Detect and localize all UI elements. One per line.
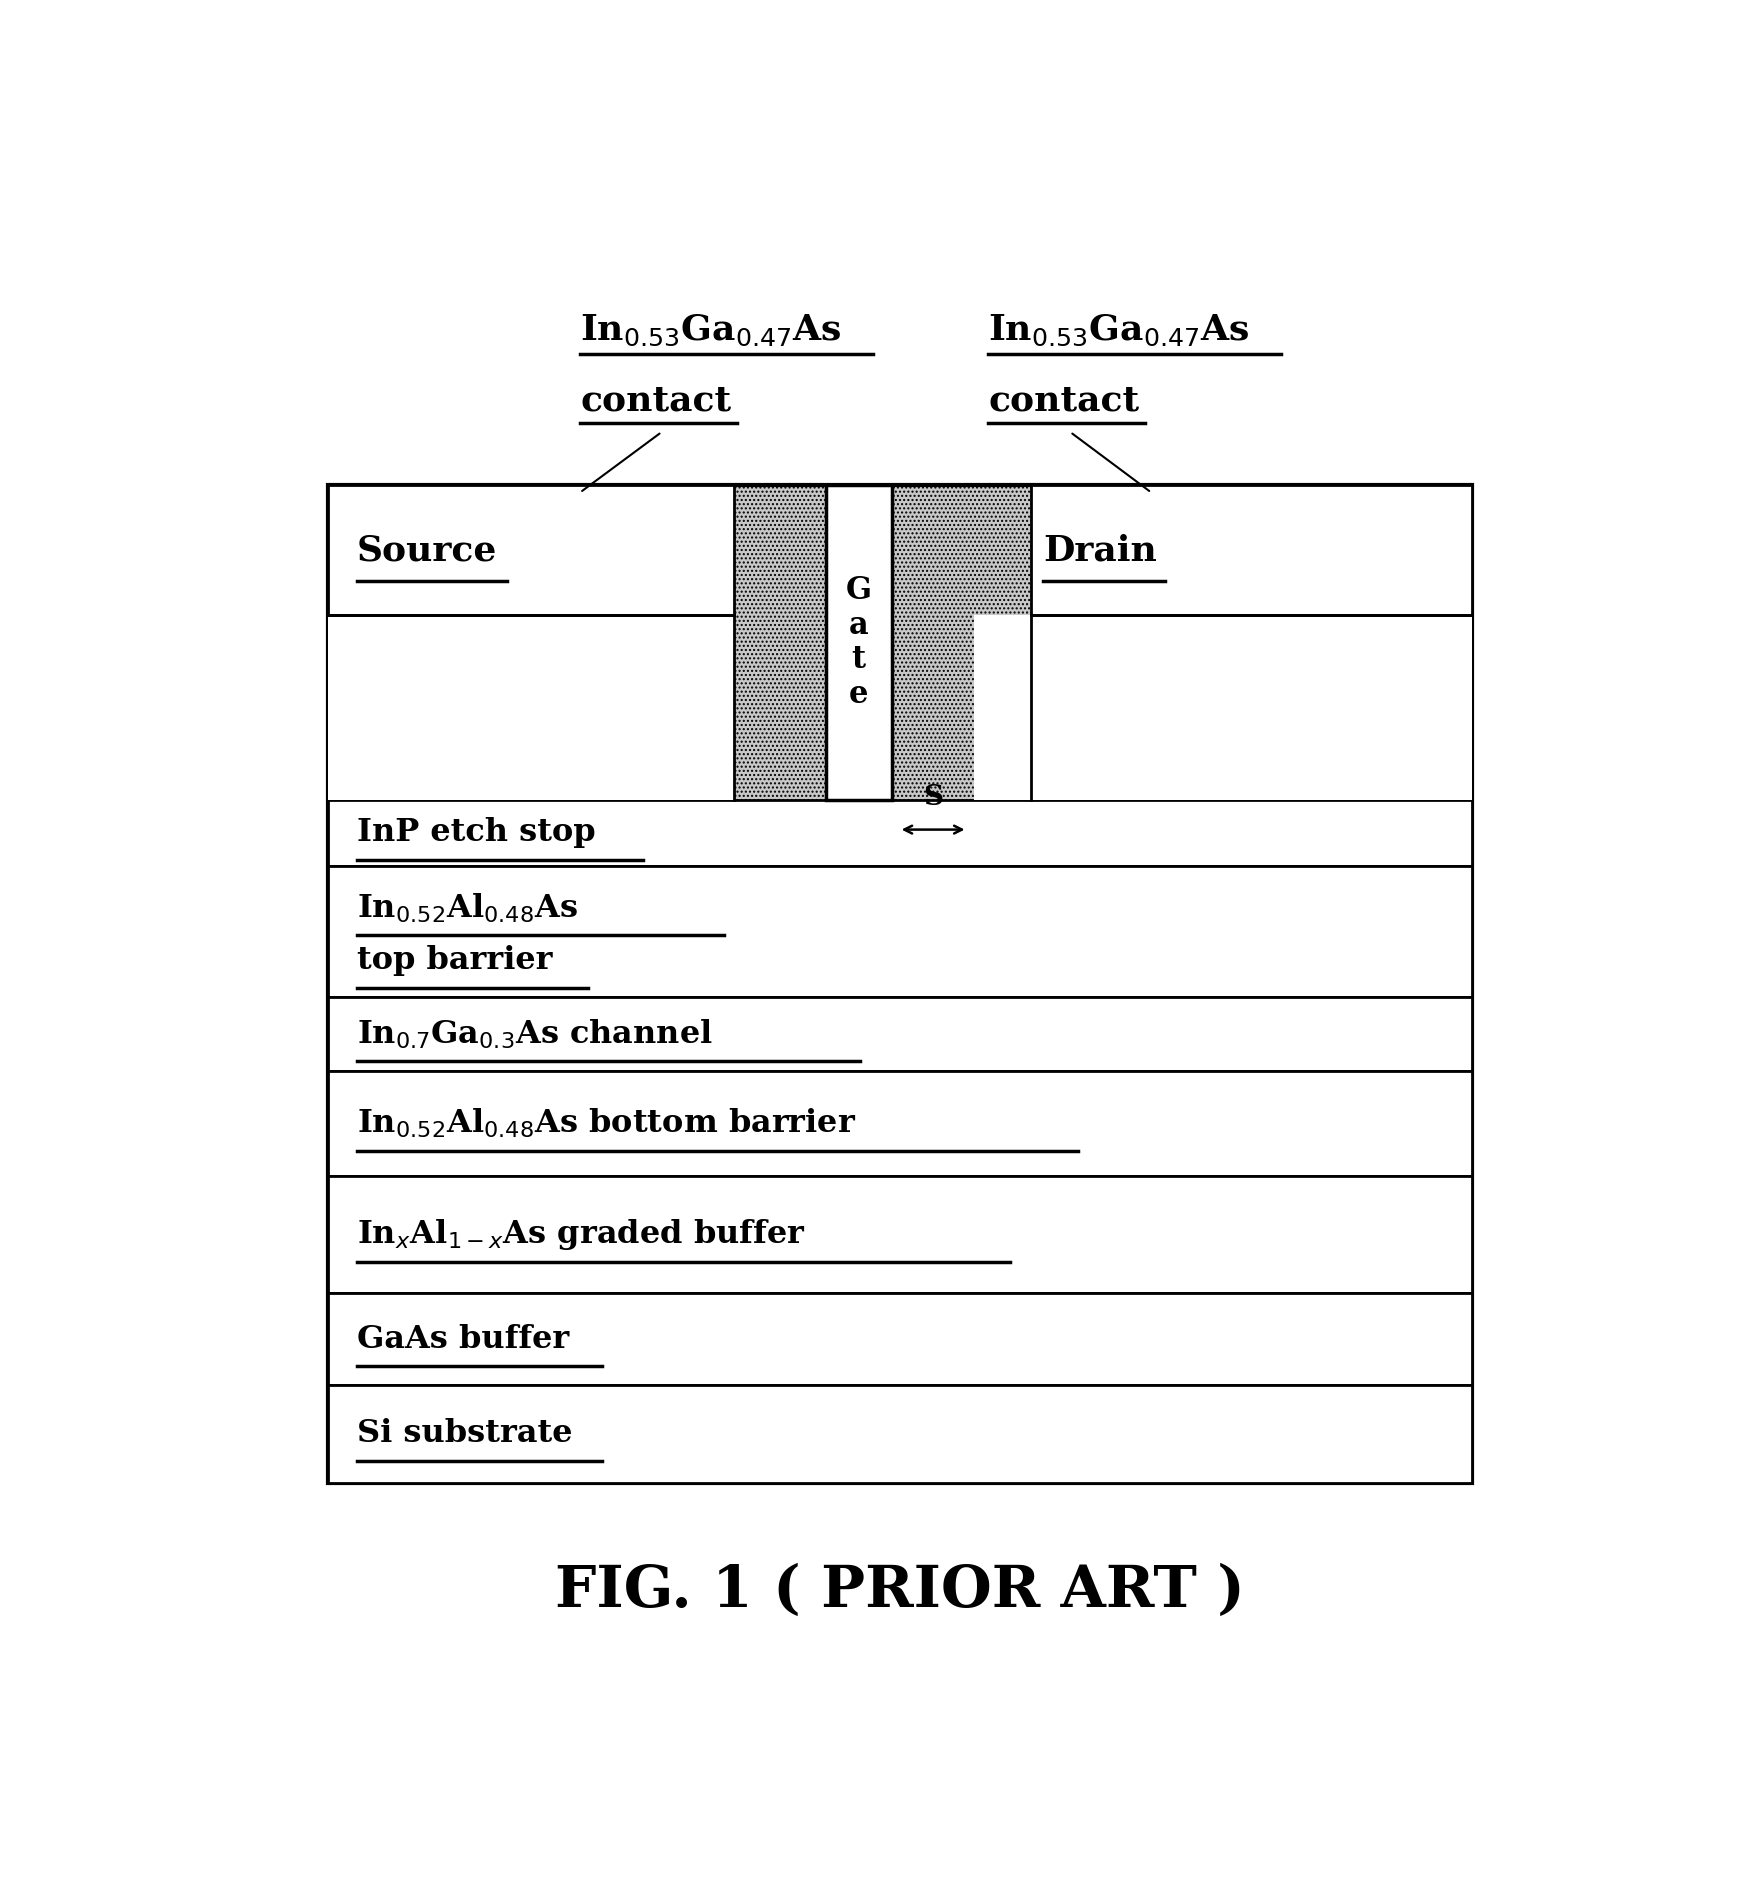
Text: In$_{0.53}$Ga$_{0.47}$As: In$_{0.53}$Ga$_{0.47}$As bbox=[988, 313, 1250, 347]
Text: In$_{0.7}$Ga$_{0.3}$As channel: In$_{0.7}$Ga$_{0.3}$As channel bbox=[356, 1017, 713, 1051]
Text: In$_{x}$Al$_{1-x}$As graded buffer: In$_{x}$Al$_{1-x}$As graded buffer bbox=[356, 1218, 806, 1252]
Text: GaAs buffer: GaAs buffer bbox=[356, 1323, 569, 1355]
Text: FIG. 1 ( PRIOR ART ): FIG. 1 ( PRIOR ART ) bbox=[555, 1564, 1244, 1620]
Text: Drain: Drain bbox=[1042, 533, 1157, 567]
Bar bbox=[1030, 616, 1471, 800]
Text: In$_{0.52}$Al$_{0.48}$As bottom barrier: In$_{0.52}$Al$_{0.48}$As bottom barrier bbox=[356, 1107, 856, 1141]
Bar bbox=[328, 867, 1471, 997]
Bar bbox=[328, 1293, 1471, 1385]
Text: contact: contact bbox=[988, 383, 1139, 417]
Text: S: S bbox=[923, 785, 942, 811]
Bar bbox=[825, 486, 892, 800]
Text: In$_{0.52}$Al$_{0.48}$As: In$_{0.52}$Al$_{0.48}$As bbox=[356, 892, 577, 925]
Text: contact: contact bbox=[579, 383, 730, 417]
Bar bbox=[974, 616, 1030, 800]
Text: InP etch stop: InP etch stop bbox=[356, 818, 595, 848]
Bar bbox=[328, 1070, 1471, 1177]
Bar bbox=[328, 1385, 1471, 1483]
Text: Source: Source bbox=[356, 533, 497, 567]
Bar bbox=[328, 800, 1471, 867]
Text: top barrier: top barrier bbox=[356, 944, 553, 976]
Bar bbox=[328, 486, 734, 616]
Bar bbox=[328, 1177, 1471, 1293]
Bar bbox=[328, 616, 734, 800]
Text: G
a
t
e: G a t e bbox=[846, 574, 870, 710]
Text: Si substrate: Si substrate bbox=[356, 1419, 572, 1449]
Text: In$_{0.53}$Ga$_{0.47}$As: In$_{0.53}$Ga$_{0.47}$As bbox=[579, 313, 841, 347]
Bar bbox=[328, 486, 1471, 1483]
Bar bbox=[328, 997, 1471, 1070]
Bar bbox=[1030, 486, 1471, 616]
